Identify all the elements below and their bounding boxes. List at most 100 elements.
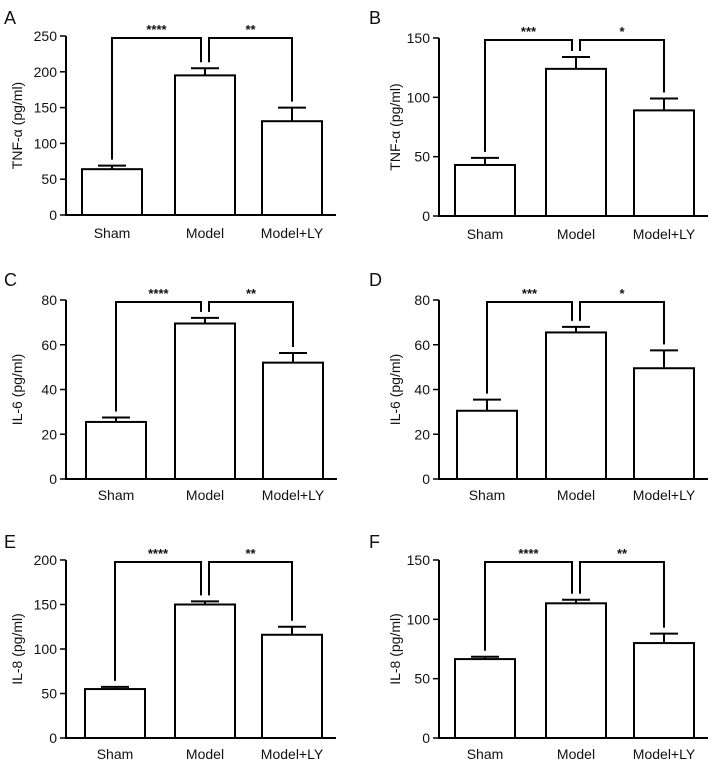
bar-model-ly bbox=[261, 120, 323, 216]
y-tick-label: 150 bbox=[407, 30, 431, 46]
y-tick-label: 20 bbox=[41, 426, 57, 442]
bar-model bbox=[545, 67, 607, 217]
significance-bracket bbox=[579, 301, 665, 345]
panel-b: B 0 50 100 150 TNF-α (pg/ml) Sham Model Model+LY… bbox=[369, 8, 708, 242]
bar-model bbox=[174, 74, 236, 216]
y-tick-label: 40 bbox=[414, 382, 430, 398]
bar-sham bbox=[456, 409, 518, 481]
significance-label: *** bbox=[521, 24, 537, 39]
y-tick-label: 80 bbox=[414, 292, 430, 308]
category-label: Sham bbox=[467, 226, 504, 242]
panel-c: C 0 20 40 60 80 IL-6 (pg/ml) Sham Model Model+LY *… bbox=[4, 270, 337, 503]
category-label: Model bbox=[557, 487, 595, 503]
bar-model-ly bbox=[633, 367, 695, 480]
significance-bracket bbox=[208, 37, 293, 102]
significance-label: **** bbox=[518, 546, 539, 561]
category-label: Model bbox=[557, 226, 595, 242]
y-tick-label: 20 bbox=[414, 426, 430, 442]
significance-bracket bbox=[484, 39, 573, 152]
significance-label: * bbox=[619, 24, 625, 39]
bar-sham bbox=[81, 168, 143, 216]
y-tick-label: 50 bbox=[41, 171, 57, 187]
significance-bracket bbox=[484, 561, 573, 651]
y-axis-label: TNF-α (pg/ml) bbox=[9, 82, 25, 169]
bar-sham bbox=[454, 163, 516, 217]
category-label: Sham bbox=[467, 746, 504, 762]
category-label: Model+LY bbox=[261, 225, 324, 241]
category-label: Sham bbox=[94, 225, 131, 241]
category-label: Sham bbox=[97, 746, 134, 762]
significance-label: * bbox=[619, 286, 625, 301]
panel-f: F 0 50 100 150 IL-8 (pg/ml) Sham Model Model+LY *… bbox=[369, 532, 708, 762]
category-label: Model bbox=[186, 225, 224, 241]
significance-bracket bbox=[111, 37, 202, 160]
y-tick-label: 0 bbox=[49, 471, 57, 487]
panel-a: A 0 50 100 150 200 250 TNF-α (pg/ml) Sham Model Mo… bbox=[4, 8, 336, 241]
significance-bracket bbox=[579, 561, 665, 628]
category-label: Sham bbox=[469, 487, 506, 503]
bar-sham bbox=[85, 420, 147, 481]
y-tick-label: 60 bbox=[414, 337, 430, 353]
y-tick-label: 100 bbox=[407, 611, 431, 627]
bar-model bbox=[545, 602, 607, 740]
panel-letter: D bbox=[369, 270, 382, 290]
category-label: Model bbox=[557, 746, 595, 762]
panel-letter: C bbox=[4, 270, 17, 290]
category-label: Sham bbox=[98, 487, 135, 503]
y-tick-label: 250 bbox=[34, 28, 58, 44]
bar-model-ly bbox=[261, 633, 323, 740]
y-tick-label: 100 bbox=[34, 135, 58, 151]
y-axis-label: IL-8 (pg/ml) bbox=[9, 613, 25, 685]
y-tick-label: 150 bbox=[34, 597, 58, 613]
bar-sham bbox=[84, 688, 146, 739]
y-tick-label: 0 bbox=[422, 730, 430, 746]
significance-bracket bbox=[579, 39, 665, 93]
category-label: Model+LY bbox=[261, 746, 324, 762]
y-axis-label: IL-6 (pg/ml) bbox=[9, 354, 25, 426]
panel-letter: A bbox=[4, 8, 16, 28]
bar-model-ly bbox=[633, 642, 695, 739]
bar-model bbox=[174, 603, 236, 739]
y-tick-label: 0 bbox=[49, 207, 57, 223]
significance-label: *** bbox=[522, 286, 538, 301]
y-tick-label: 100 bbox=[407, 89, 431, 105]
y-tick-label: 150 bbox=[34, 100, 58, 116]
panel-letter: B bbox=[369, 8, 381, 28]
y-tick-label: 50 bbox=[414, 149, 430, 165]
significance-label: **** bbox=[148, 546, 169, 561]
category-label: Model+LY bbox=[633, 487, 696, 503]
bar-model-ly bbox=[262, 361, 324, 480]
y-tick-label: 80 bbox=[41, 292, 57, 308]
y-tick-label: 200 bbox=[34, 552, 58, 568]
category-label: Model+LY bbox=[262, 487, 325, 503]
y-tick-label: 40 bbox=[41, 382, 57, 398]
y-axis-label: TNF-α (pg/ml) bbox=[387, 83, 403, 170]
y-tick-label: 50 bbox=[41, 686, 57, 702]
category-label: Model bbox=[186, 746, 224, 762]
y-tick-label: 150 bbox=[407, 552, 431, 568]
y-axis-label: IL-8 (pg/ml) bbox=[387, 613, 403, 685]
panel-d: D 0 20 40 60 80 IL-6 (pg/ml) Sham Model Model+LY *… bbox=[369, 270, 708, 503]
significance-label: ** bbox=[617, 546, 628, 561]
y-tick-label: 50 bbox=[414, 671, 430, 687]
category-label: Model+LY bbox=[633, 746, 696, 762]
significance-bracket bbox=[486, 301, 573, 394]
bar-model bbox=[174, 322, 236, 480]
y-tick-label: 0 bbox=[422, 208, 430, 224]
significance-bracket bbox=[115, 301, 202, 412]
category-label: Model bbox=[186, 487, 224, 503]
panel-e: E 0 50 100 150 200 IL-8 (pg/ml) Sham Model Model+… bbox=[4, 532, 336, 762]
panel-letter: E bbox=[4, 532, 16, 552]
significance-bracket bbox=[208, 301, 294, 348]
bar-model bbox=[545, 331, 607, 480]
significance-label: ** bbox=[245, 22, 256, 37]
panel-letter: F bbox=[369, 532, 380, 552]
significance-label: **** bbox=[146, 22, 167, 37]
significance-bracket bbox=[114, 561, 202, 681]
y-tick-label: 100 bbox=[34, 641, 58, 657]
y-tick-label: 0 bbox=[49, 730, 57, 746]
bar-model-ly bbox=[633, 109, 695, 217]
category-label: Model+LY bbox=[633, 226, 696, 242]
